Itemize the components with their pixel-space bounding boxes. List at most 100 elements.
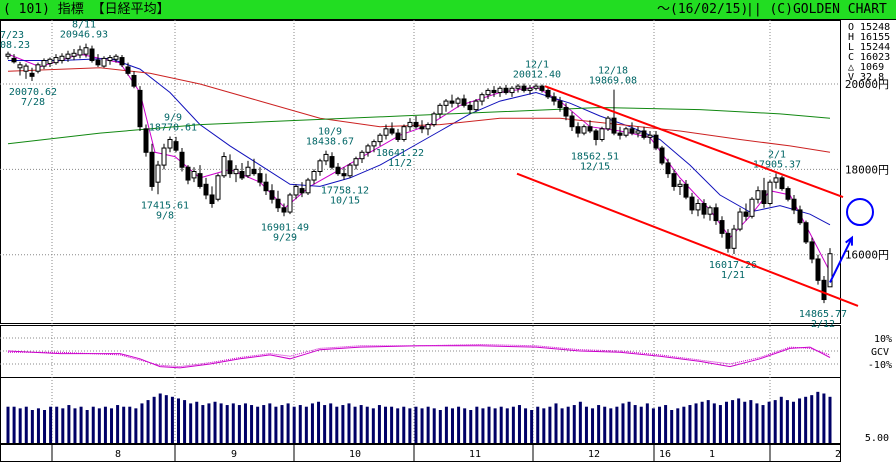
candle-body-up [509,87,515,94]
volume-bar [609,408,613,443]
candle-body-up [443,100,449,106]
candle-body-down [521,85,527,91]
candle-body-down [125,66,131,74]
candle [149,143,155,191]
volume-bar [250,405,254,443]
candle-body-up [317,160,323,172]
volume-bar [530,410,534,443]
candle [599,126,605,142]
candle-body-up [161,147,167,166]
annotation-date: 9/29 [273,232,297,243]
candle-body-down [719,220,725,234]
candle-body-down [329,156,335,168]
candle [737,207,743,232]
candle [17,61,23,76]
candle [629,122,635,136]
candle [545,88,551,99]
volume-bar [176,398,180,443]
volume-bar [292,406,296,443]
candle [83,43,89,58]
volume-bar [499,406,503,443]
candle [617,126,623,140]
volume-bar [444,406,448,443]
candle-body-down [227,160,233,175]
candle [5,51,11,60]
candle-body-down [671,173,677,187]
header-bar: ( 101) 指標 【日経平均】 ～(16/02/15) || (C)GOLDE… [0,0,896,20]
candle [155,160,161,195]
annotation-date: 7/28 [21,97,45,108]
candle-body-down [725,232,731,249]
volume-bar [195,401,199,443]
candle [95,54,101,67]
candle [791,194,797,215]
candle-body-down [551,96,557,102]
candle [731,224,737,254]
candle [647,130,653,144]
candle-body-down [185,166,191,181]
candle-body-up [245,166,251,177]
volume-bar [377,405,381,443]
candle-body-up [323,153,329,162]
candle-body-up [353,158,359,166]
candle-body-down [335,166,341,175]
candle-body-up [407,121,413,128]
candle-body-up [437,104,443,115]
volume-bar [225,405,229,443]
volume-bar [676,408,680,443]
candle-body-up [23,65,29,72]
candle [89,45,95,63]
candle [419,120,425,134]
candle-body-up [623,128,629,136]
candle-body-up [455,98,461,104]
candle-body-up [485,89,491,96]
volume-bar [61,408,65,443]
candle [461,94,467,108]
volume-bar [450,408,454,443]
volume-bar [152,396,156,443]
volume-bar [49,406,53,443]
candle [707,205,713,221]
volume-bar [755,403,759,443]
candle-body-down [449,100,455,104]
month-tick-label: 11 [469,449,481,460]
candle-body-down [419,126,425,130]
volume-bar [201,405,205,443]
volume-bar [18,408,22,443]
candle-body-down [659,147,665,164]
candle [479,92,485,106]
candle [179,148,185,172]
volume-bar [505,408,509,443]
volume-bar [524,408,528,443]
candle-body-down [203,183,209,196]
candle [749,197,755,219]
candle-body-down [641,130,647,138]
volume-bar [402,406,406,443]
candle-body-down [131,74,137,87]
trendline [544,85,844,199]
candle-body-up [293,185,299,196]
volume-bar [560,408,564,443]
volume-bar [170,396,174,443]
volume-bar [603,406,607,443]
candle [587,120,593,134]
volume-bar [207,403,211,443]
candle [515,84,521,93]
candle-body-up [377,134,383,143]
candle-body-down [815,258,821,281]
annotation-price: 17415.61 [141,200,189,211]
candle-body-down [545,89,551,98]
candle-body-up [305,179,311,194]
indicator-line-1 [7,345,831,369]
volume-bar [365,406,369,443]
volume-bar [97,408,101,443]
candle-body-down [653,134,659,149]
candle-body-up [233,168,239,175]
price-tick-label: 16000円 [845,249,889,262]
candle-body-down [341,173,347,177]
volume-bar [79,406,83,443]
indicator-tick-label: -10% [868,360,892,371]
candle [431,111,437,127]
volume-bar [91,406,95,443]
candle-body-down [689,196,695,211]
